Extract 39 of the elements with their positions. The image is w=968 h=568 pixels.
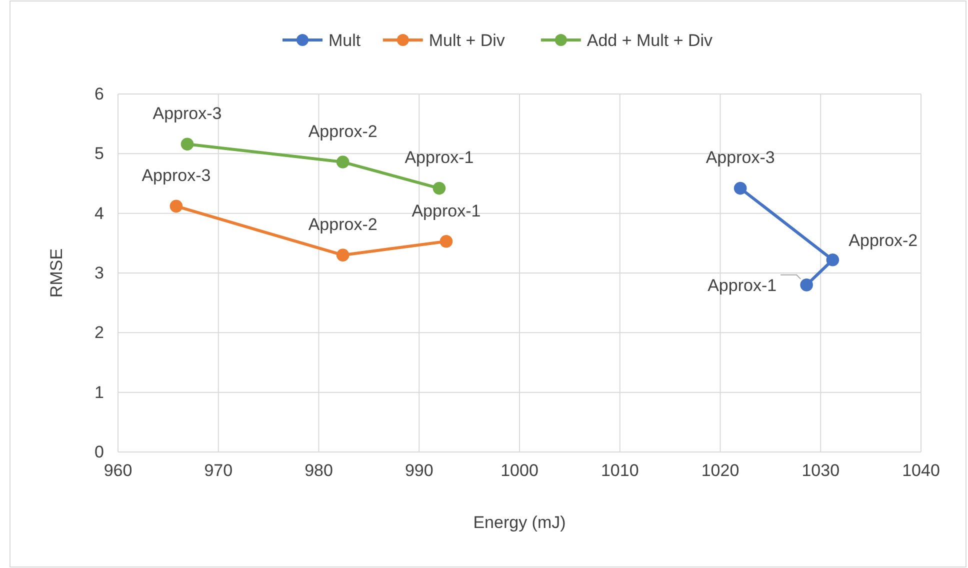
x-tick-label: 1020	[701, 461, 740, 480]
x-tick-label: 1030	[802, 461, 840, 480]
x-tick-label: 1010	[600, 461, 639, 480]
annotation: Approx-3	[142, 166, 211, 186]
x-tick-label: 960	[104, 461, 132, 480]
x-tick-label: 1000	[500, 461, 538, 480]
y-tick-label: 2	[94, 323, 104, 342]
annotation: Approx-1	[412, 201, 481, 220]
point	[734, 182, 747, 195]
x-tick-label: 1040	[902, 461, 940, 480]
y-tick-label: 1	[94, 382, 104, 402]
annotation: Approx-3	[706, 148, 775, 168]
annotation: Approx-3	[152, 104, 222, 124]
legend-label: Mult + Div	[428, 30, 506, 50]
y-tick-label: 0	[94, 442, 104, 462]
annotation: Approx-1	[404, 148, 474, 168]
x-tick-label: 990	[404, 461, 434, 480]
point	[800, 278, 813, 292]
x-tick-label: 970	[204, 461, 233, 480]
point	[336, 156, 350, 168]
legend-label: Add + Mult + Div	[586, 30, 714, 50]
point	[440, 234, 453, 248]
legend-label: Mult	[328, 30, 361, 50]
y-axis-title: RMSE	[47, 248, 66, 298]
x-tick-label: 980	[304, 461, 333, 480]
y-tick-label: 4	[94, 204, 104, 223]
point	[826, 253, 840, 266]
x-axis-title: Energy (mJ)	[473, 513, 566, 532]
y-tick-label: 5	[94, 144, 104, 164]
y-tick-label: 6	[94, 84, 104, 104]
point	[180, 138, 194, 151]
point	[336, 248, 350, 262]
y-tick-label: 3	[94, 263, 104, 282]
point	[432, 182, 446, 195]
annotation: Approx-2	[308, 215, 378, 234]
point	[170, 200, 183, 213]
annotation: Approx-2	[848, 230, 918, 250]
annotation: Approx-2	[308, 122, 378, 141]
annotation: Approx-1	[708, 276, 777, 295]
